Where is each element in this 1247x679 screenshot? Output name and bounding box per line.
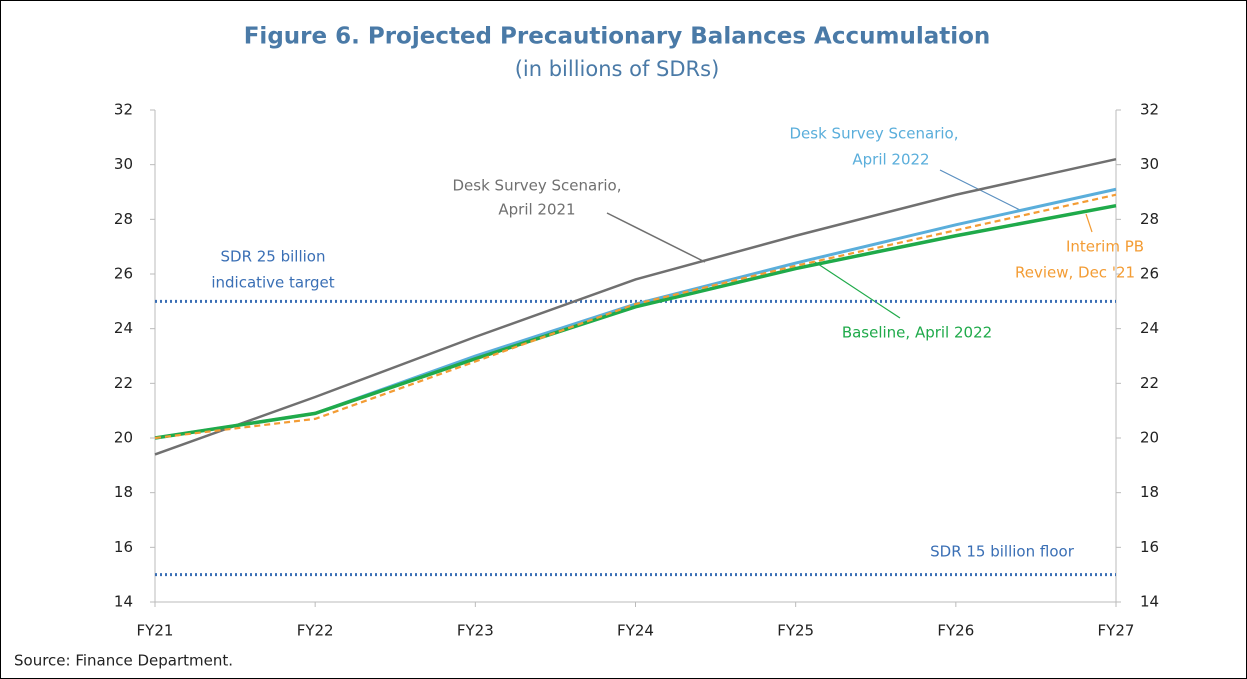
series-label: Interim PB — [1066, 238, 1144, 256]
reference-label: indicative target — [211, 274, 334, 292]
series-label: Baseline, April 2022 — [842, 324, 992, 342]
x-tick-label: FY25 — [777, 622, 814, 640]
leader-line — [814, 261, 901, 319]
series-label: Desk Survey Scenario, — [790, 125, 959, 143]
y-tick-label: 30 — [114, 155, 133, 173]
chart-subtitle: (in billions of SDRs) — [515, 57, 720, 81]
x-tick-label: FY21 — [137, 622, 174, 640]
series-line — [154, 157, 1117, 456]
y2-tick-label: 30 — [1140, 155, 1159, 173]
leader-line — [1085, 213, 1093, 233]
y-tick-label: 24 — [114, 319, 133, 337]
y2-tick-label: 20 — [1140, 429, 1159, 447]
y2-tick-label: 28 — [1140, 210, 1159, 228]
leader-line — [606, 212, 706, 263]
y-tick-label: 22 — [114, 374, 133, 392]
x-tick-label: FY24 — [617, 622, 654, 640]
x-tick-label: FY26 — [937, 622, 974, 640]
x-tick-label: FY23 — [457, 622, 494, 640]
y2-tick-label: 16 — [1140, 538, 1159, 556]
y-tick-label: 32 — [114, 101, 133, 119]
source-note: Source: Finance Department. — [14, 652, 233, 670]
chart-title: Figure 6. Projected Precautionary Balanc… — [244, 24, 991, 50]
y2-tick-label: 24 — [1140, 319, 1159, 337]
y-tick-label: 28 — [114, 210, 133, 228]
series-label: April 2022 — [852, 151, 929, 169]
reference-label: SDR 15 billion floor — [930, 543, 1075, 561]
x-tick-label: FY22 — [297, 622, 334, 640]
reference-label: SDR 25 billion — [221, 248, 326, 266]
series-line — [154, 203, 1117, 440]
y-tick-label: 18 — [114, 483, 133, 501]
y-tick-label: 16 — [114, 538, 133, 556]
y-tick-label: 20 — [114, 429, 133, 447]
y-tick-label: 26 — [114, 265, 133, 283]
series-line — [154, 193, 1117, 440]
y2-tick-label: 26 — [1140, 265, 1159, 283]
series-label: Desk Survey Scenario, — [453, 177, 622, 195]
y2-tick-label: 14 — [1140, 593, 1159, 611]
y2-tick-label: 18 — [1140, 483, 1159, 501]
y2-tick-label: 22 — [1140, 374, 1159, 392]
series-label: Review, Dec '21 — [1015, 264, 1135, 282]
y2-tick-label: 32 — [1140, 101, 1159, 119]
x-tick-label: FY27 — [1098, 622, 1135, 640]
y-tick-label: 14 — [114, 593, 133, 611]
series-label: April 2021 — [498, 201, 575, 219]
